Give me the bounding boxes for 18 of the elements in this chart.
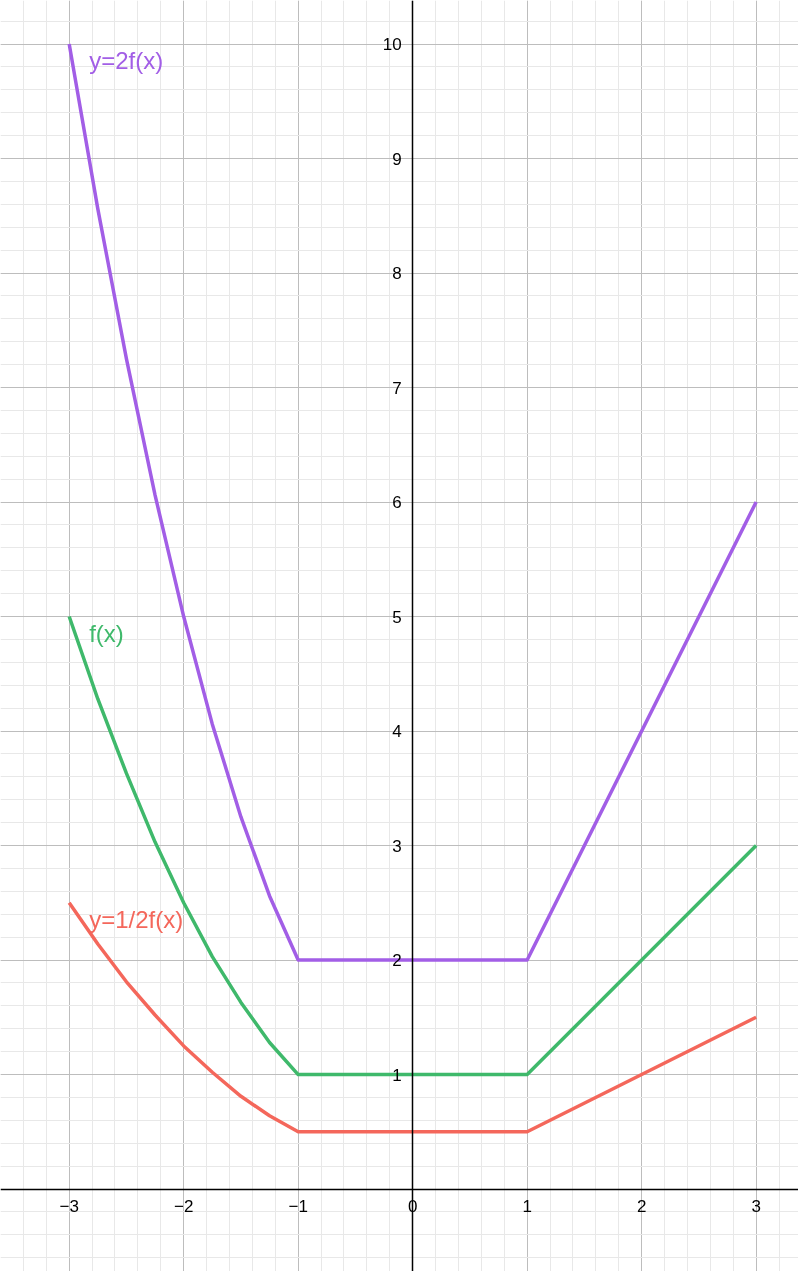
x-tick-label: −3: [59, 1197, 79, 1217]
y-tick-label: 9: [392, 149, 402, 169]
x-tick-label: 3: [751, 1197, 761, 1217]
y-tick-label: 7: [392, 378, 402, 398]
x-tick-label: −2: [173, 1197, 194, 1217]
y-tick-label: 10: [382, 35, 402, 55]
x-tick-label: 1: [522, 1197, 532, 1217]
line-series: [67, 901, 758, 1134]
series-label: y=1/2f(x): [89, 905, 184, 933]
y-tick-label: 8: [392, 264, 402, 284]
series-label: f(x): [89, 619, 124, 647]
y-tick-label: 3: [392, 836, 402, 856]
y-tick-label: 5: [392, 607, 402, 627]
y-tick-label: 4: [392, 722, 402, 742]
x-tick-label: 2: [636, 1197, 647, 1217]
series-label: y=2f(x): [89, 47, 164, 75]
x-tick-label: −1: [288, 1197, 308, 1217]
y-tick-label: 6: [392, 493, 402, 513]
